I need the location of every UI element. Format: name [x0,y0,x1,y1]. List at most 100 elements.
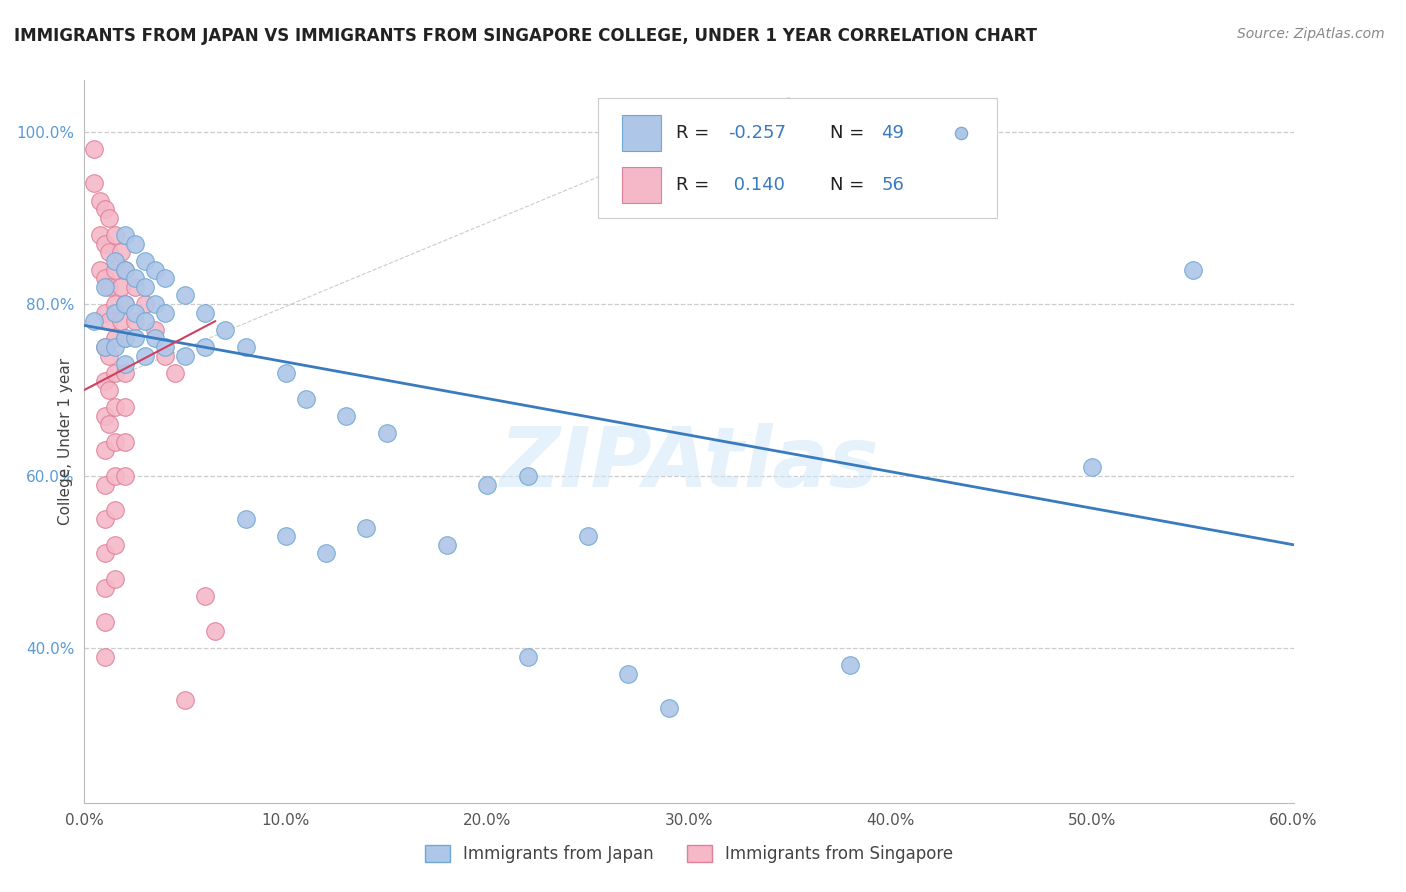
Point [104,340,127,354]
Point [89,228,111,243]
Point [134,314,156,328]
Point [93,409,115,423]
Point [93,649,115,664]
FancyBboxPatch shape [623,167,661,203]
Point [153,271,176,285]
Point [124,236,146,251]
Text: R =: R = [676,176,714,194]
Point [83,177,105,191]
Text: N =: N = [831,124,870,142]
Point [214,323,236,337]
Text: ZIPAtlas: ZIPAtlas [499,423,879,504]
Text: R =: R = [676,124,714,142]
Point [114,331,136,345]
Point [839,658,862,673]
Point [114,434,136,449]
Point [165,366,187,380]
Text: N =: N = [831,176,870,194]
Text: Source: ZipAtlas.com: Source: ZipAtlas.com [1237,27,1385,41]
Point [134,349,156,363]
Point [114,262,136,277]
Point [143,262,166,277]
Text: 0.140: 0.140 [728,176,785,194]
Point [93,340,115,354]
Point [114,331,136,345]
Point [477,477,499,491]
Point [124,314,146,328]
Point [516,649,538,664]
Point [104,538,127,552]
Point [97,245,120,260]
Point [114,228,136,243]
Point [93,546,115,560]
Point [134,297,156,311]
Point [153,349,176,363]
Point [97,349,120,363]
Point [174,692,197,706]
Point [93,375,115,389]
Point [104,400,127,414]
Point [89,194,111,208]
Point [97,279,120,293]
Point [356,520,378,534]
Point [124,271,146,285]
Point [315,546,337,560]
Point [274,529,297,543]
Point [104,331,127,345]
Point [1081,460,1104,475]
Point [89,262,111,277]
Point [124,305,146,319]
Point [174,288,197,302]
Point [104,469,127,483]
Y-axis label: College, Under 1 year: College, Under 1 year [58,358,73,525]
Point [97,314,120,328]
Point [194,340,217,354]
Point [134,253,156,268]
Point [104,253,127,268]
Point [93,236,115,251]
FancyBboxPatch shape [623,115,661,151]
Text: 49: 49 [882,124,904,142]
Point [104,262,127,277]
Point [114,400,136,414]
Point [93,340,115,354]
Point [110,245,132,260]
Point [194,590,217,604]
Point [104,366,127,380]
Point [295,392,318,406]
Point [97,383,120,397]
Point [97,417,120,432]
Point [93,202,115,217]
Point [274,366,297,380]
Point [104,434,127,449]
Point [204,624,226,638]
Point [516,469,538,483]
Point [124,331,146,345]
Point [114,297,136,311]
Point [1181,262,1204,277]
FancyBboxPatch shape [599,98,997,218]
Point [110,314,132,328]
Point [194,305,217,319]
Point [335,409,357,423]
Point [104,503,127,517]
Point [114,357,136,371]
Point [93,279,115,293]
Point [153,305,176,319]
Legend: Immigrants from Japan, Immigrants from Singapore: Immigrants from Japan, Immigrants from S… [425,845,953,863]
Point [114,469,136,483]
Point [93,581,115,595]
Point [114,297,136,311]
Point [97,211,120,225]
Text: -0.257: -0.257 [728,124,786,142]
Point [93,477,115,491]
Point [114,366,136,380]
Point [104,228,127,243]
Point [83,142,105,156]
Point [143,297,166,311]
Point [658,701,681,715]
Point [93,512,115,526]
Text: 56: 56 [882,176,904,194]
Point [104,305,127,319]
Text: IMMIGRANTS FROM JAPAN VS IMMIGRANTS FROM SINGAPORE COLLEGE, UNDER 1 YEAR CORRELA: IMMIGRANTS FROM JAPAN VS IMMIGRANTS FROM… [14,27,1038,45]
